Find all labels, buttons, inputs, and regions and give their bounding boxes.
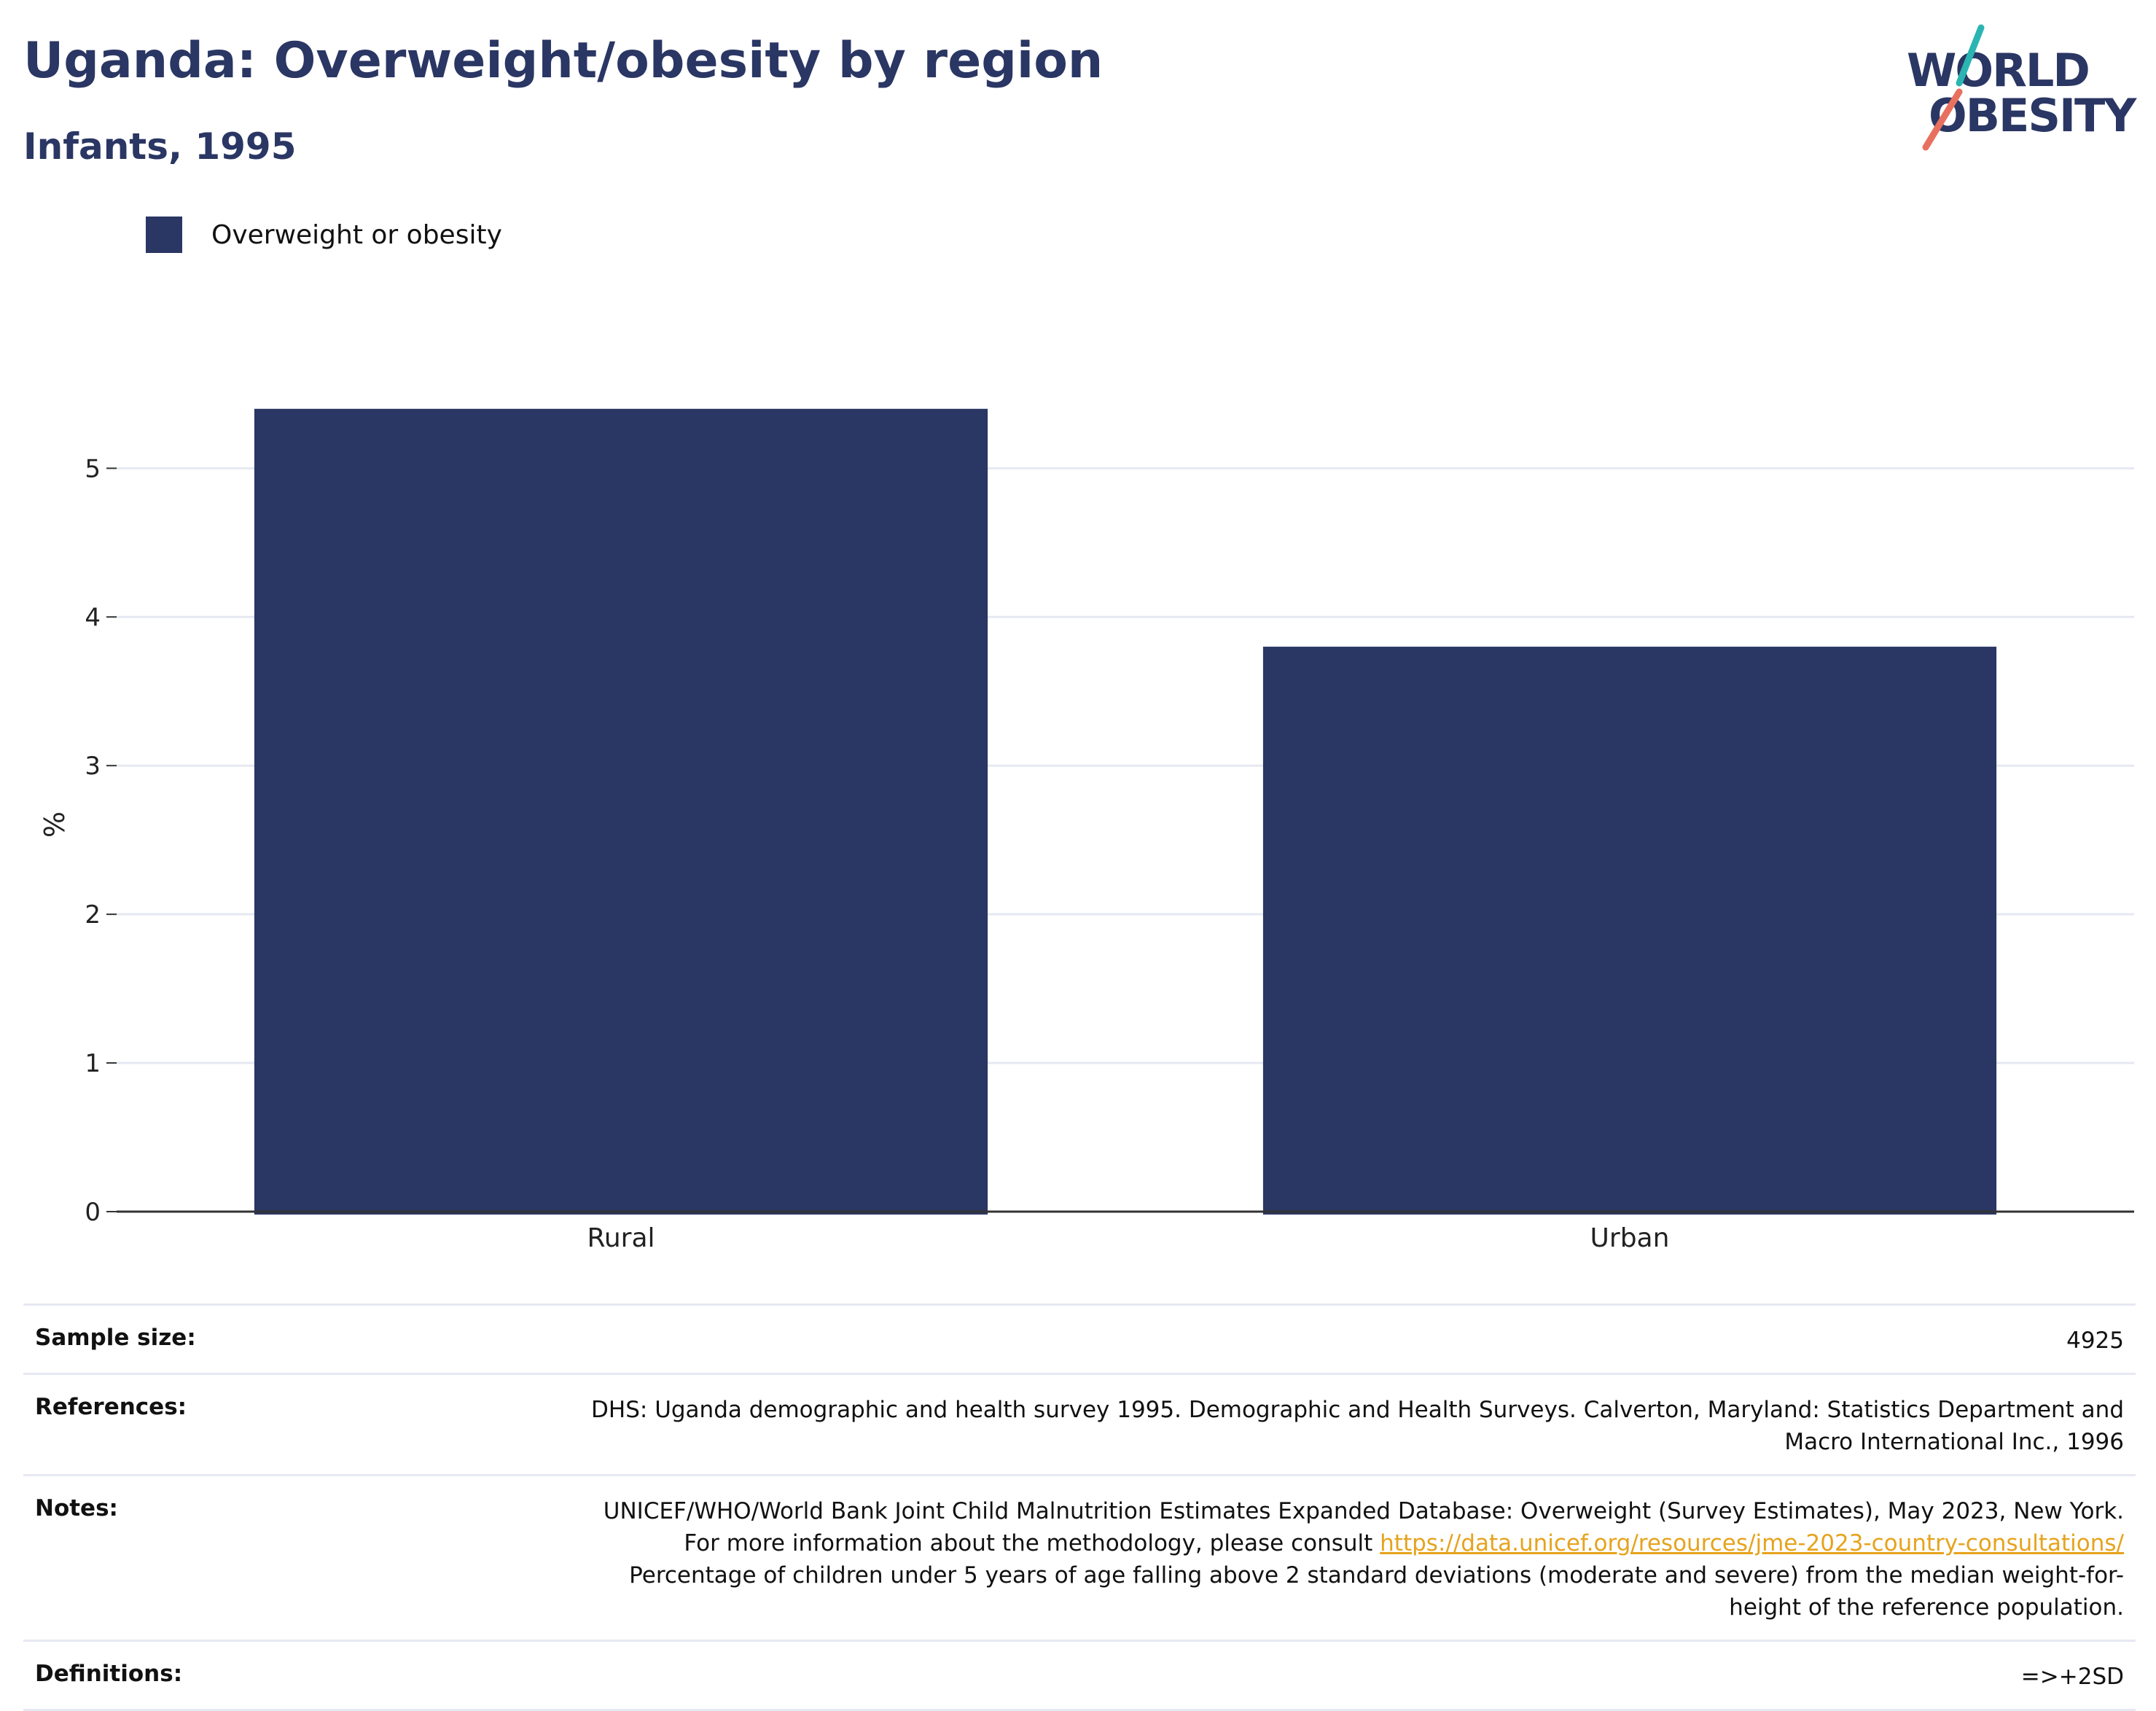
definitions-label: Definitions:: [35, 1661, 183, 1688]
y-tick-label: 5: [85, 454, 101, 483]
x-tick-label: Rural: [587, 1223, 655, 1253]
info-row-definitions: Definitions: =>+2SD: [23, 1640, 2136, 1711]
references-label: References:: [35, 1394, 187, 1421]
chart-title: Uganda: Overweight/obesity by region: [23, 32, 1104, 90]
info-row-notes: Notes: UNICEF/WHO/World Bank Joint Child…: [23, 1474, 2136, 1640]
definitions-value: =>+2SD: [2020, 1664, 2124, 1691]
bar-chart: 0 1 2 3 4 5 Rural Urban%: [37, 408, 2134, 1253]
bar-rural: [254, 408, 988, 1215]
y-tick-label: 2: [85, 900, 101, 929]
y-axis-title: %: [37, 811, 69, 838]
logo-slash-teal: [1956, 24, 1985, 87]
info-table: Sample size: 4925 References: DHS: Ugand…: [23, 1303, 2136, 1711]
notes-label: Notes:: [35, 1495, 118, 1522]
sample-size-value: 4925: [2066, 1328, 2124, 1354]
y-tick-label: 0: [85, 1198, 101, 1227]
notes-text-definition: Percentage of children under 5 years of …: [629, 1562, 2124, 1621]
y-tick-label: 1: [85, 1049, 101, 1078]
logo-slash-coral: [1922, 88, 1963, 151]
chart-subtitle: Infants, 1995: [23, 125, 297, 168]
notes-link[interactable]: https://data.unicef.org/resources/jme-20…: [1380, 1530, 2124, 1557]
legend-swatch: [146, 217, 182, 253]
logo-text-obesity: OBESITY: [1929, 89, 2137, 142]
legend: Overweight or obesity: [146, 215, 502, 254]
notes-value: UNICEF/WHO/World Bank Joint Child Malnut…: [579, 1495, 2124, 1624]
world-obesity-logo: WORLD OBESITY: [1907, 24, 2139, 151]
y-tick-label: 4: [85, 603, 101, 632]
legend-label: Overweight or obesity: [211, 219, 502, 250]
x-tick-label: Urban: [1590, 1223, 1670, 1253]
logo-text-world: WORLD: [1907, 44, 2089, 97]
info-row-sample-size: Sample size: 4925: [23, 1303, 2136, 1373]
bar-urban: [1262, 647, 1997, 1215]
references-value: DHS: Uganda demographic and health surve…: [591, 1397, 2124, 1456]
y-tick-label: 3: [85, 752, 101, 781]
sample-size-label: Sample size:: [35, 1325, 196, 1351]
notes-text: UNICEF/WHO/World Bank Joint Child Malnut…: [603, 1498, 2124, 1557]
info-row-references: References: DHS: Uganda demographic and …: [23, 1373, 2136, 1474]
